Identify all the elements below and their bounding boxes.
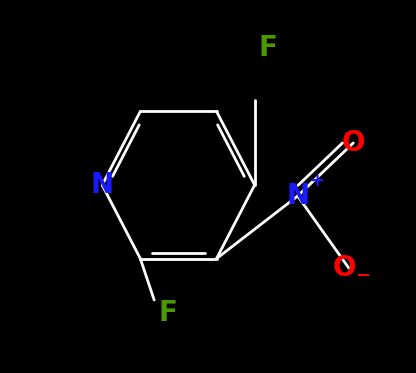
Text: N: N xyxy=(286,182,309,210)
Text: F: F xyxy=(158,299,177,327)
Text: +: + xyxy=(309,172,324,190)
Text: F: F xyxy=(259,34,277,62)
Text: O: O xyxy=(342,129,365,157)
Text: −: − xyxy=(355,266,371,285)
Text: N: N xyxy=(91,171,114,199)
Text: O: O xyxy=(332,254,356,282)
